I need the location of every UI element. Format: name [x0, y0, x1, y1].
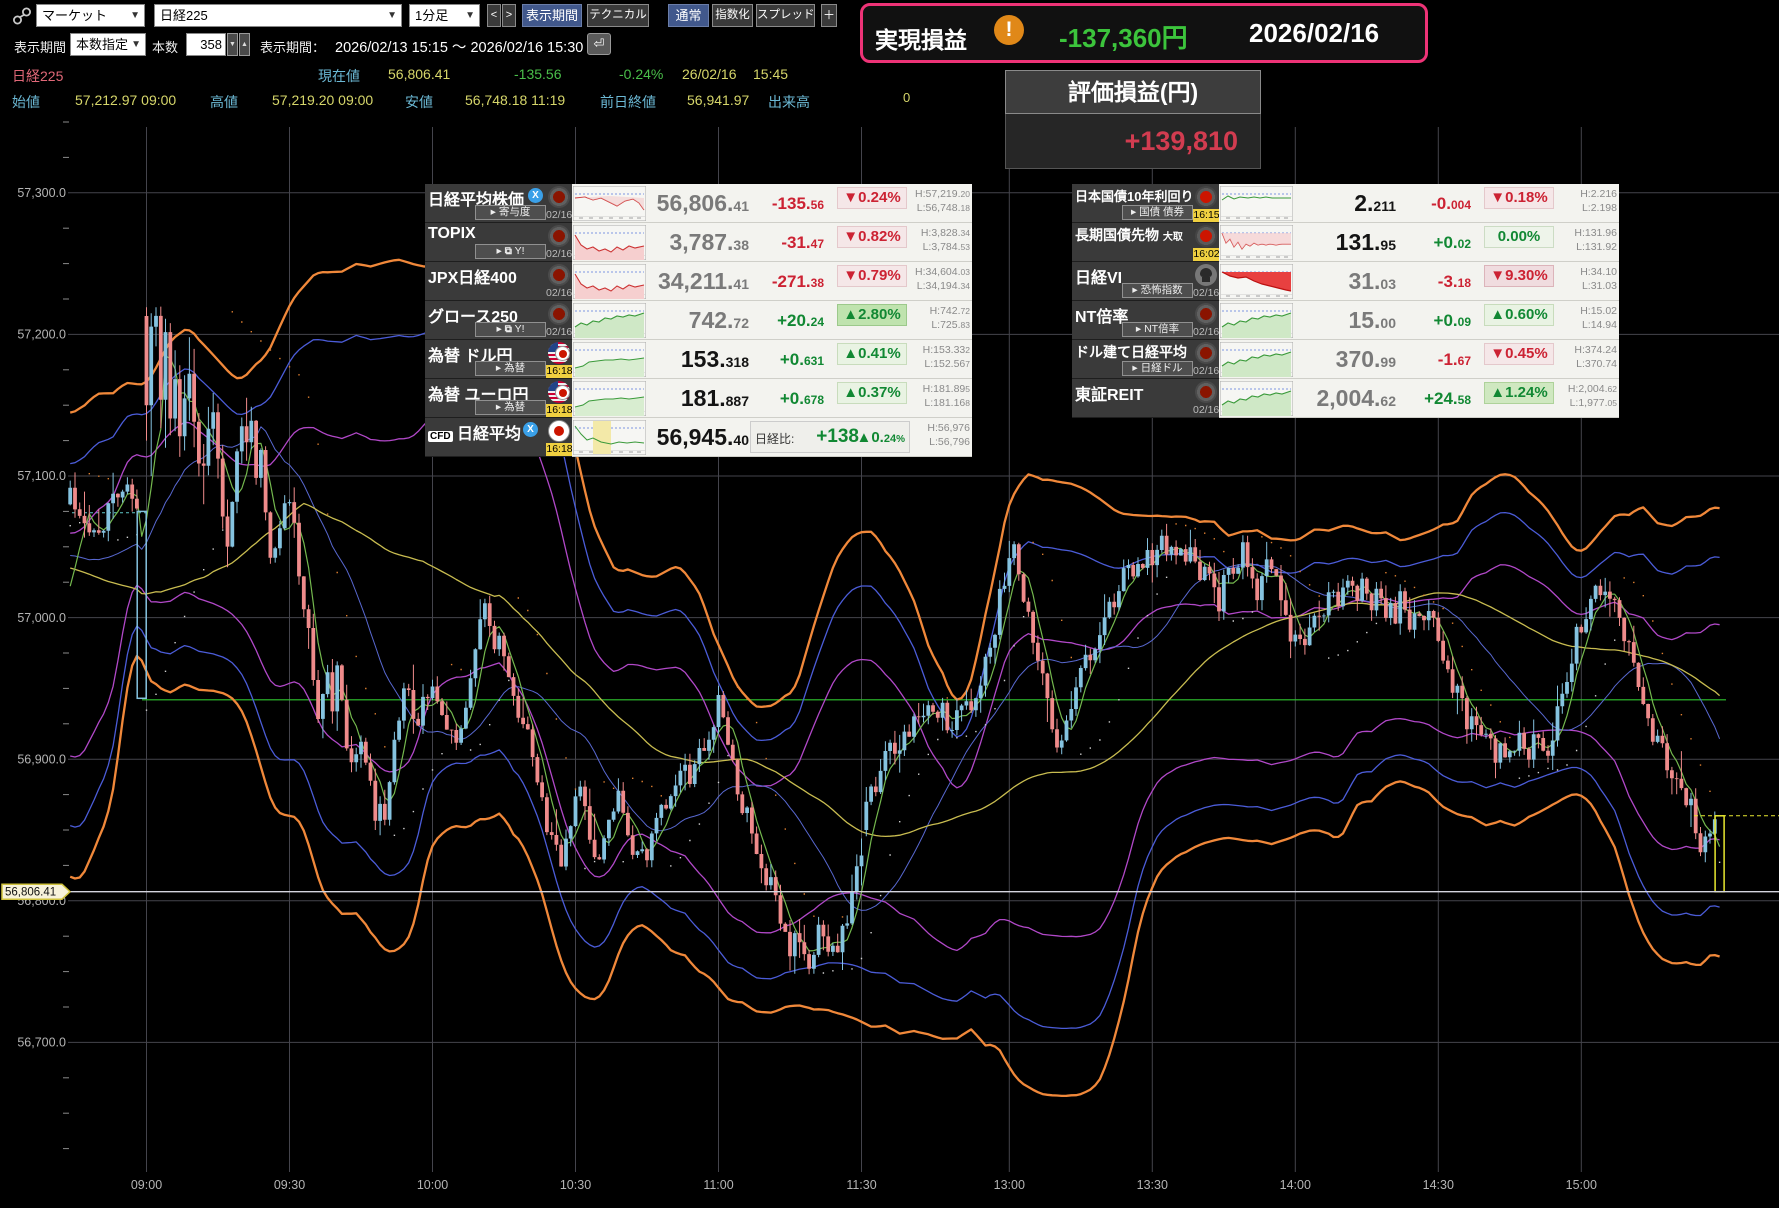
svg-text:57,200.0: 57,200.0: [17, 328, 66, 342]
svg-text:56,806.41: 56,806.41: [5, 887, 56, 899]
svg-text:11:30: 11:30: [846, 1178, 876, 1192]
svg-text:09:00: 09:00: [131, 1178, 162, 1192]
svg-text:14:00: 14:00: [1280, 1178, 1311, 1192]
svg-text:10:30: 10:30: [560, 1178, 591, 1192]
svg-text:15:00: 15:00: [1566, 1178, 1597, 1192]
svg-text:13:30: 13:30: [1137, 1178, 1168, 1192]
svg-text:57,000.0: 57,000.0: [17, 611, 66, 625]
svg-text:14:30: 14:30: [1423, 1178, 1454, 1192]
svg-text:13:00: 13:00: [994, 1178, 1025, 1192]
svg-text:57,300.0: 57,300.0: [17, 186, 66, 200]
svg-text:09:30: 09:30: [274, 1178, 305, 1192]
svg-text:11:00: 11:00: [703, 1178, 733, 1192]
svg-text:10:00: 10:00: [417, 1178, 448, 1192]
svg-text:56,900.0: 56,900.0: [17, 752, 66, 766]
svg-text:56,700.0: 56,700.0: [17, 1036, 66, 1050]
svg-text:57,100.0: 57,100.0: [17, 469, 66, 483]
